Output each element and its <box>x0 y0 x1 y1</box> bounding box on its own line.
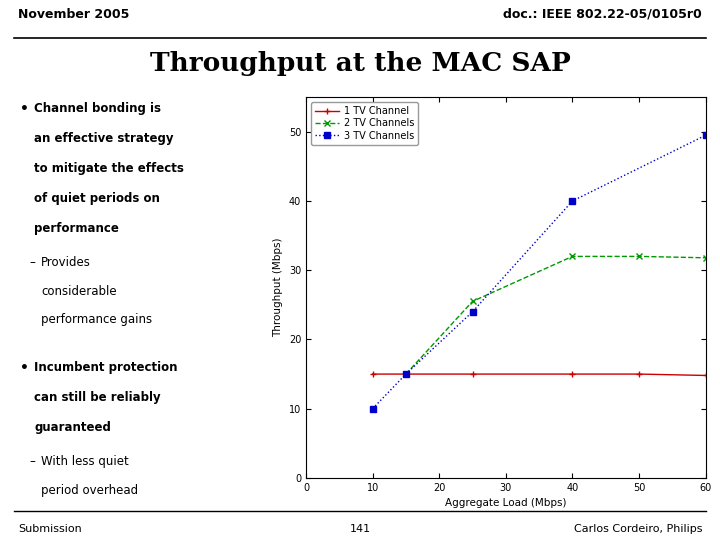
Text: With less quiet: With less quiet <box>41 455 129 468</box>
2 TV Channels <box>468 298 477 305</box>
1 TV Channel <box>402 371 410 377</box>
Text: performance gains: performance gains <box>41 313 152 326</box>
3 TV Channels <box>701 132 710 139</box>
Text: of quiet periods on: of quiet periods on <box>35 192 161 205</box>
Text: •: • <box>19 102 29 116</box>
2 TV Channels <box>635 253 644 260</box>
Text: Throughput at the MAC SAP: Throughput at the MAC SAP <box>150 51 570 76</box>
3 TV Channels <box>369 406 377 412</box>
1 TV Channel <box>369 371 377 377</box>
X-axis label: Aggregate Load (Mbps): Aggregate Load (Mbps) <box>445 498 567 508</box>
Text: Carlos Cordeiro, Philips: Carlos Cordeiro, Philips <box>574 524 702 534</box>
Text: –: – <box>29 455 35 468</box>
Text: Provides: Provides <box>41 256 91 269</box>
Line: 3 TV Channels: 3 TV Channels <box>369 132 709 412</box>
Text: performance: performance <box>35 222 120 235</box>
Legend: 1 TV Channel, 2 TV Channels, 3 TV Channels: 1 TV Channel, 2 TV Channels, 3 TV Channe… <box>311 102 418 145</box>
1 TV Channel <box>635 371 644 377</box>
1 TV Channel <box>468 371 477 377</box>
3 TV Channels <box>468 308 477 315</box>
Text: November 2005: November 2005 <box>18 8 130 21</box>
Text: to mitigate the effects: to mitigate the effects <box>35 162 184 175</box>
Text: considerable: considerable <box>41 285 117 298</box>
Text: Channel bonding is: Channel bonding is <box>35 102 161 114</box>
2 TV Channels <box>568 253 577 260</box>
Text: period overhead: period overhead <box>41 484 138 497</box>
2 TV Channels <box>701 254 710 261</box>
Text: Submission: Submission <box>18 524 82 534</box>
Text: •: • <box>19 361 29 375</box>
Text: guaranteed: guaranteed <box>35 421 112 434</box>
Y-axis label: Throughput (Mbps): Throughput (Mbps) <box>273 238 283 338</box>
1 TV Channel <box>568 371 577 377</box>
Line: 1 TV Channel: 1 TV Channel <box>370 372 708 378</box>
1 TV Channel <box>701 372 710 379</box>
Text: Incumbent protection: Incumbent protection <box>35 361 178 374</box>
Line: 2 TV Channels: 2 TV Channels <box>402 253 709 377</box>
Text: –: – <box>29 256 35 269</box>
Text: doc.: IEEE 802.22-05/0105r0: doc.: IEEE 802.22-05/0105r0 <box>503 8 702 21</box>
3 TV Channels <box>568 198 577 204</box>
Text: 141: 141 <box>349 524 371 534</box>
3 TV Channels <box>402 371 410 377</box>
2 TV Channels <box>402 371 410 377</box>
Text: an effective strategy: an effective strategy <box>35 132 174 145</box>
Text: can still be reliably: can still be reliably <box>35 391 161 404</box>
